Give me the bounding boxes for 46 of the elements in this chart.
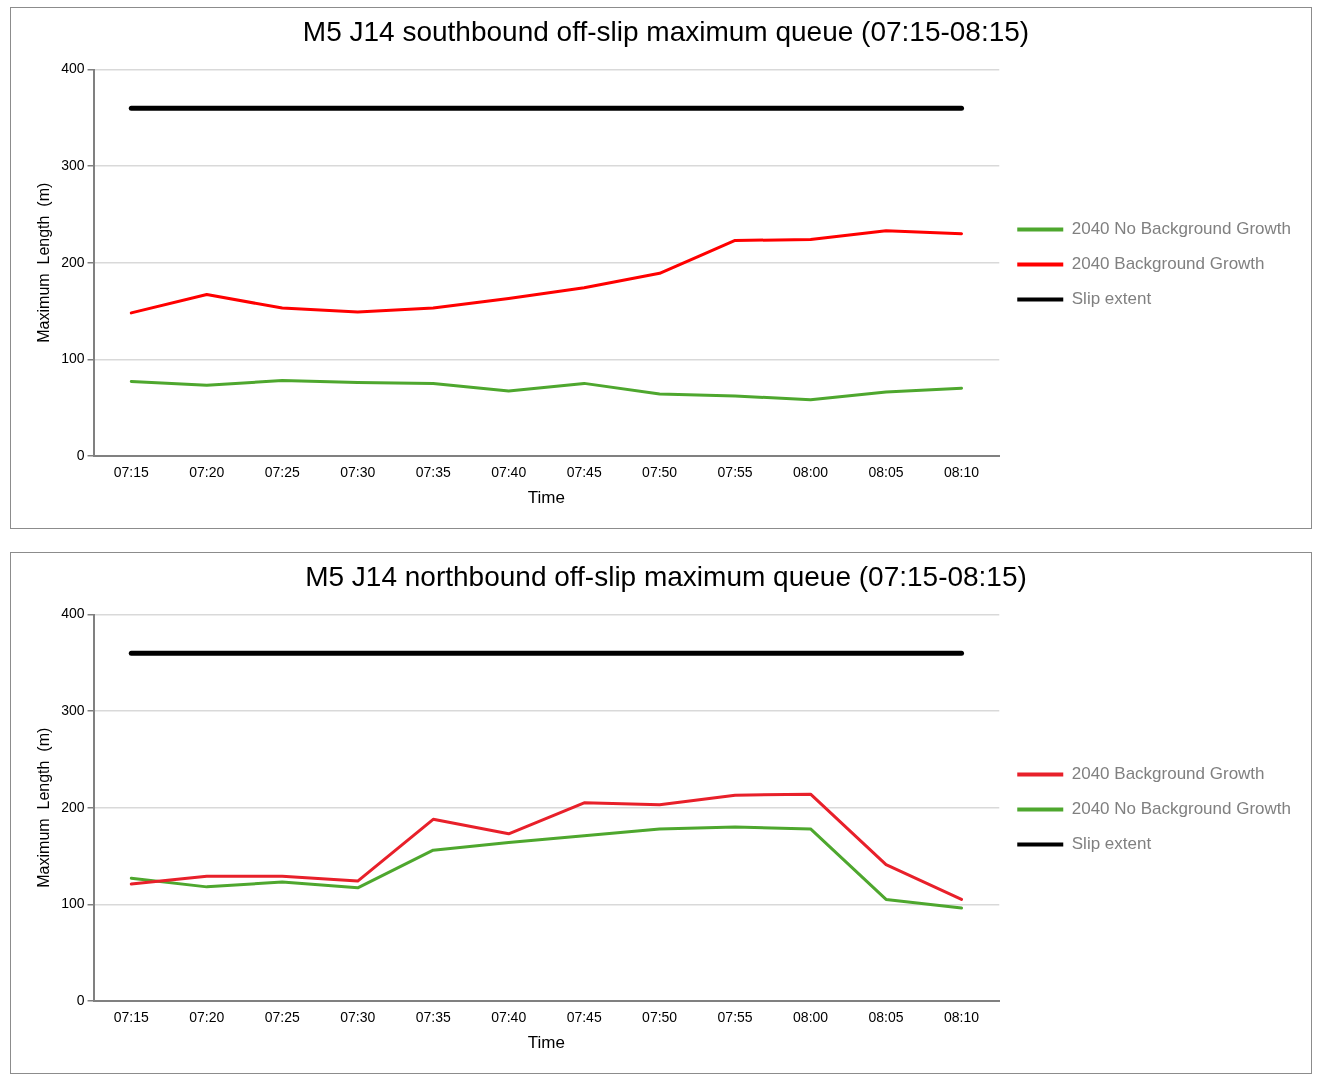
y-tick-label: 0: [76, 446, 85, 463]
y-axis-title: Maximum Length (m): [35, 727, 53, 888]
x-tick-label: 07:55: [717, 1009, 753, 1026]
x-tick-label: 08:05: [868, 464, 904, 481]
x-tick-label: 07:20: [189, 1009, 225, 1026]
x-tick-label: 08:10: [944, 1009, 980, 1026]
y-tick-label: 400: [61, 60, 85, 77]
x-tick-label: 07:15: [113, 1009, 150, 1026]
legend-label: 2040 Background Growth: [1071, 764, 1265, 784]
x-tick-label: 08:05: [868, 1009, 904, 1026]
x-axis-title: Time: [527, 1033, 565, 1053]
x-tick-label: 07:40: [491, 464, 527, 481]
legend-label: 2040 No Background Growth: [1071, 799, 1292, 819]
x-tick-label: 08:00: [793, 464, 829, 481]
x-tick-label: 07:20: [189, 464, 225, 481]
x-axis-title: Time: [527, 488, 565, 508]
y-tick-label: 400: [61, 605, 85, 622]
y-tick-label: 200: [61, 253, 85, 270]
legend-label: Slip extent: [1071, 834, 1152, 854]
x-tick-label: 07:35: [415, 1009, 451, 1026]
y-tick-label: 0: [76, 991, 85, 1008]
y-tick-label: 100: [61, 350, 85, 367]
x-tick-label: 07:50: [642, 464, 678, 481]
x-tick-label: 07:55: [717, 464, 753, 481]
x-tick-label: 07:30: [340, 464, 376, 481]
y-tick-label: 200: [61, 798, 85, 815]
y-tick-label: 100: [61, 895, 85, 912]
legend-label: 2040 Background Growth: [1071, 254, 1265, 274]
x-tick-label: 07:40: [491, 1009, 527, 1026]
x-tick-label: 07:45: [566, 464, 602, 481]
y-tick-label: 300: [61, 157, 85, 174]
x-tick-label: 07:50: [642, 1009, 678, 1026]
x-tick-label: 08:10: [944, 464, 980, 481]
x-tick-label: 07:25: [264, 1009, 300, 1026]
legend-label: Slip extent: [1071, 289, 1152, 309]
x-tick-label: 07:30: [340, 1009, 376, 1026]
y-tick-label: 300: [61, 702, 85, 719]
x-tick-label: 07:45: [566, 1009, 602, 1026]
x-tick-label: 07:25: [264, 464, 300, 481]
legend-label: 2040 No Background Growth: [1071, 219, 1292, 239]
x-tick-label: 07:15: [113, 464, 150, 481]
x-tick-label: 08:00: [793, 1009, 829, 1026]
chart-title: M5 J14 northbound off-slip maximum queue (07:15-08:15): [305, 560, 1027, 592]
y-axis-title: Maximum Length (m): [35, 182, 53, 343]
x-tick-label: 07:35: [415, 464, 451, 481]
chart-title: M5 J14 southbound off-slip maximum queue (07:15-08:15): [302, 15, 1030, 47]
